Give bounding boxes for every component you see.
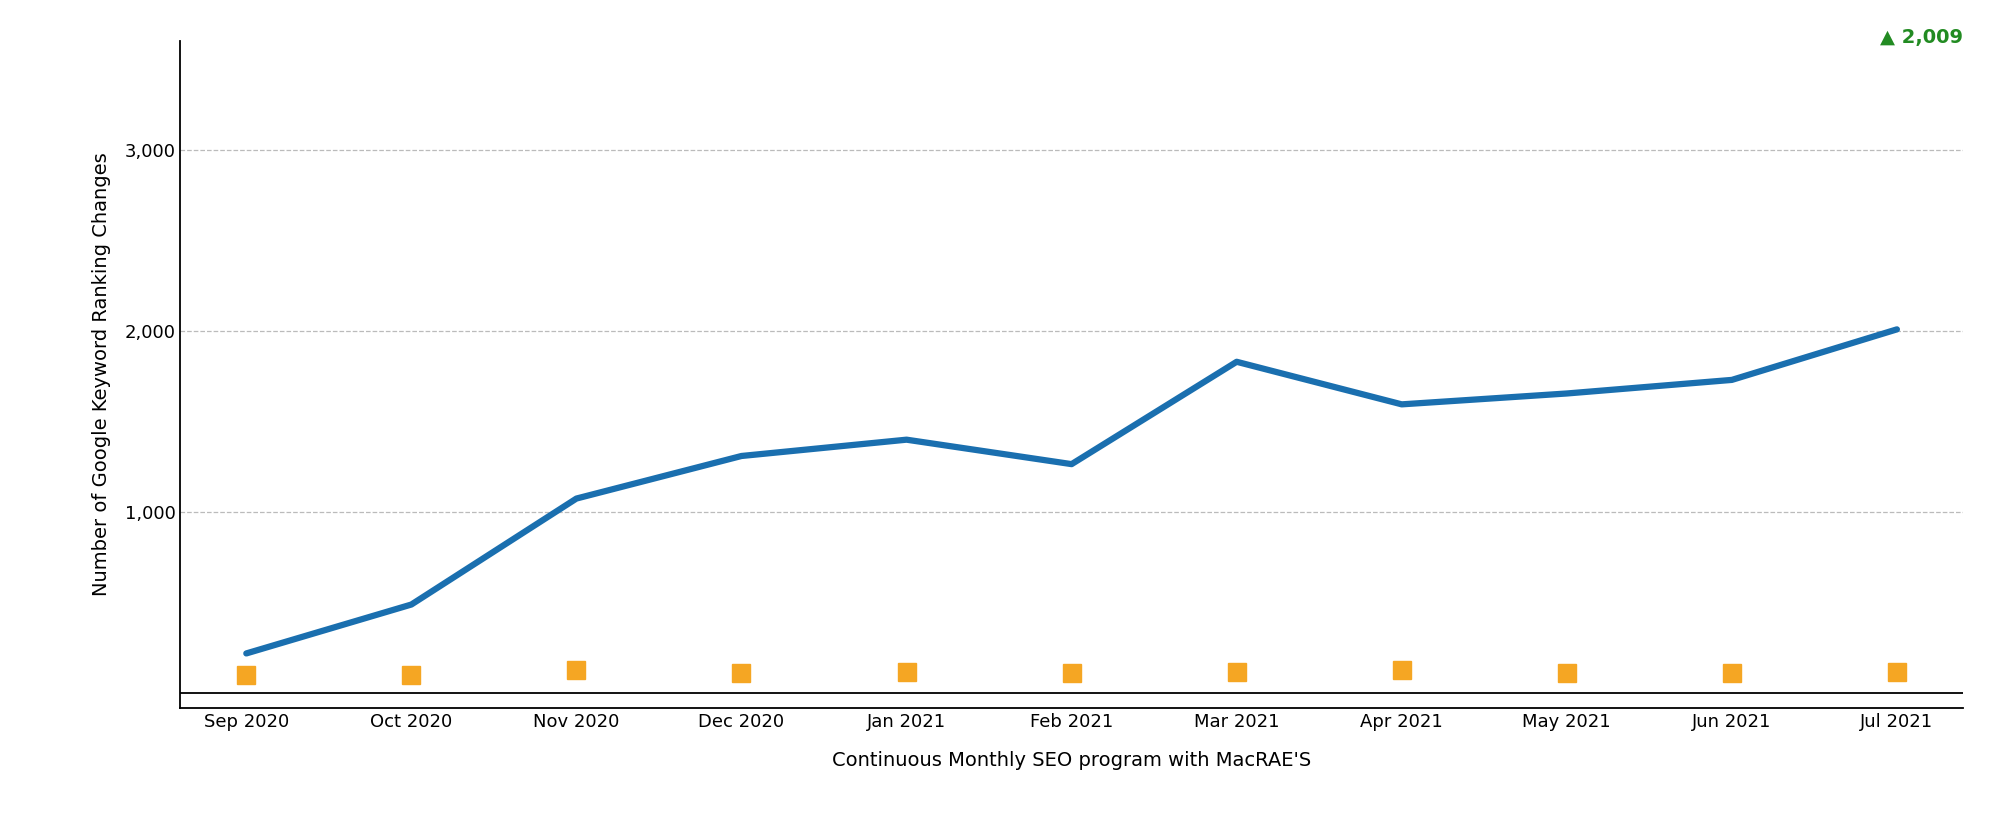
Text: ▲ 2,009: ▲ 2,009 [1881, 28, 1963, 47]
X-axis label: Continuous Monthly SEO program with MacRAE'S: Continuous Monthly SEO program with MacR… [831, 751, 1312, 770]
Y-axis label: Number of Google Keyword Ranking Changes: Number of Google Keyword Ranking Changes [92, 152, 110, 597]
